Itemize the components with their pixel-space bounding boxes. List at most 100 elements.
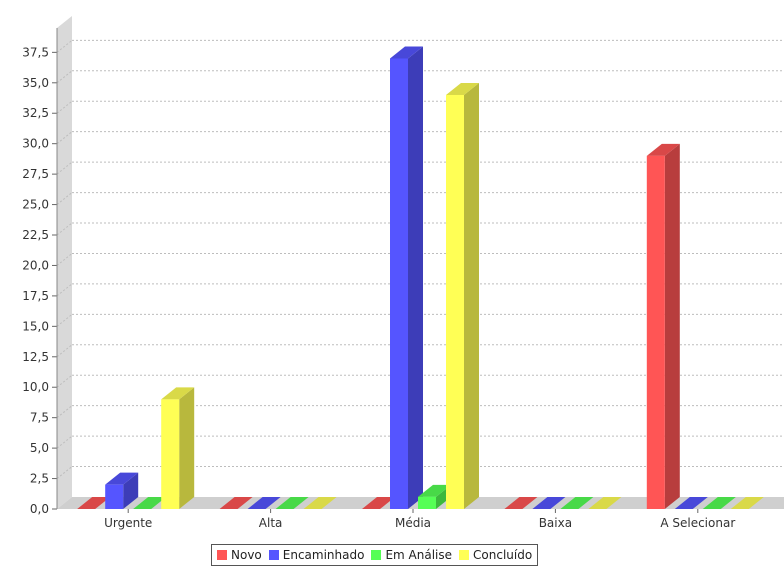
bar-side xyxy=(664,143,680,509)
bar-front xyxy=(446,94,464,510)
bar-conclu-do-baixa xyxy=(588,497,622,509)
bar-top xyxy=(390,46,423,59)
bar-side xyxy=(464,82,479,510)
bar-em-an-lise-alta xyxy=(275,497,309,509)
grid-line-wall xyxy=(56,70,73,84)
legend-label: Concluído xyxy=(473,548,533,562)
bar-top xyxy=(730,497,764,509)
bar-top xyxy=(646,143,680,156)
x-tick-label: Baixa xyxy=(539,516,572,530)
bar-top xyxy=(275,497,309,509)
bar-conclu-do-m-dia xyxy=(446,82,479,510)
grid-line-wall xyxy=(56,39,73,53)
y-tick-label: 27,5 xyxy=(22,167,49,181)
legend-label: Encaminhado xyxy=(282,548,365,562)
bar-top xyxy=(362,497,395,509)
y-tick-label: 32,5 xyxy=(22,106,49,120)
bar-top xyxy=(77,497,111,509)
x-tick-label: Alta xyxy=(259,516,283,530)
legend-item: Em Análise xyxy=(371,548,452,562)
x-axis: Urgente Alta Média Baixa A Selecionar xyxy=(104,509,735,530)
grid-line-wall xyxy=(56,253,73,266)
bar-em-an-lise-baixa xyxy=(560,497,594,509)
x-tick-label: Média xyxy=(395,516,431,530)
grid-line-wall xyxy=(56,374,73,388)
y-tick-label: 37,5 xyxy=(22,45,49,59)
y-tick-label: 10,0 xyxy=(22,380,49,394)
bar-top xyxy=(674,497,708,509)
bar-novo-urgente xyxy=(77,497,111,509)
plot-left-wall xyxy=(57,16,72,509)
bar-top xyxy=(446,82,479,95)
y-tick-label: 2,5 xyxy=(30,472,49,486)
bar-top xyxy=(133,497,167,509)
bar-top xyxy=(588,497,622,509)
bar-top xyxy=(303,497,337,509)
y-tick-label: 7,5 xyxy=(30,411,49,425)
legend-item: Encaminhado xyxy=(268,548,365,562)
legend: Novo Encaminhado Em Análise Concluído xyxy=(211,544,539,566)
legend-swatch xyxy=(217,550,227,560)
bar-top xyxy=(161,387,195,400)
legend-swatch xyxy=(268,550,279,560)
grid-line-wall xyxy=(56,344,73,358)
legend-swatch xyxy=(371,550,382,560)
grid-line-wall xyxy=(56,405,73,419)
legend-item: Novo xyxy=(217,548,262,562)
bar-em-an-lise-a-selecionar xyxy=(702,497,736,509)
bar-top xyxy=(560,497,594,509)
x-tick-label: Urgente xyxy=(104,516,152,530)
bar-encaminhado-m-dia xyxy=(390,46,423,509)
bar-encaminhado-alta xyxy=(247,497,281,509)
y-tick-label: 35,0 xyxy=(22,76,49,90)
bar-encaminhado-baixa xyxy=(532,497,566,509)
bar-top xyxy=(105,472,139,485)
y-tick-label: 30,0 xyxy=(22,137,49,151)
y-axis: 0,0 2,5 5,0 7,5 10,0 12,5 15,0 17,5 20,0 22,5 25,0… xyxy=(22,28,58,516)
y-tick-label: 25,0 xyxy=(22,198,49,212)
grid-line-wall xyxy=(56,466,73,479)
bar-top xyxy=(504,497,538,509)
bar-encaminhado-a-selecionar xyxy=(674,497,708,509)
bar-front xyxy=(390,58,408,509)
y-tick-label: 0,0 xyxy=(30,502,49,516)
bar-novo-a-selecionar xyxy=(646,143,680,509)
x-tick-label: A Selecionar xyxy=(660,516,735,530)
bar-front xyxy=(161,399,180,509)
grid-line-wall xyxy=(56,313,73,327)
bar-conclu-do-urgente xyxy=(161,387,195,509)
grid-line-wall xyxy=(56,161,73,175)
grid-line-wall xyxy=(56,283,73,297)
y-tick-label: 5,0 xyxy=(30,441,49,455)
bar-side xyxy=(408,46,423,509)
grid-line-wall xyxy=(56,192,73,205)
y-tick-label: 12,5 xyxy=(22,350,49,364)
bar-novo-baixa xyxy=(504,497,538,509)
grid-line-wall xyxy=(56,222,73,236)
y-tick-label: 22,5 xyxy=(22,228,49,242)
bar-side xyxy=(123,472,139,509)
y-tick-label: 17,5 xyxy=(22,289,49,303)
bar-top xyxy=(702,497,736,509)
bar-top xyxy=(247,497,281,509)
legend-label: Novo xyxy=(231,548,262,562)
bar-front xyxy=(646,155,665,509)
y-tick-label: 15,0 xyxy=(22,319,49,333)
legend-swatch xyxy=(459,550,470,560)
grid-line-wall xyxy=(56,435,73,449)
bar-encaminhado-urgente xyxy=(105,472,139,509)
bar-front xyxy=(418,496,436,509)
bar-novo-alta xyxy=(219,497,253,509)
legend-item: Concluído xyxy=(459,548,532,562)
bar-em-an-lise-urgente xyxy=(133,497,167,509)
bar-novo-m-dia xyxy=(362,497,395,509)
bar-conclu-do-a-selecionar xyxy=(730,497,764,509)
bar-conclu-do-alta xyxy=(303,497,337,509)
y-tick-label: 20,0 xyxy=(22,258,49,272)
bar-side xyxy=(179,387,195,509)
bar-top xyxy=(532,497,566,509)
grid-line-wall xyxy=(56,100,73,114)
grid-line-wall xyxy=(56,131,73,145)
bar-top xyxy=(219,497,253,509)
bars xyxy=(77,46,764,510)
